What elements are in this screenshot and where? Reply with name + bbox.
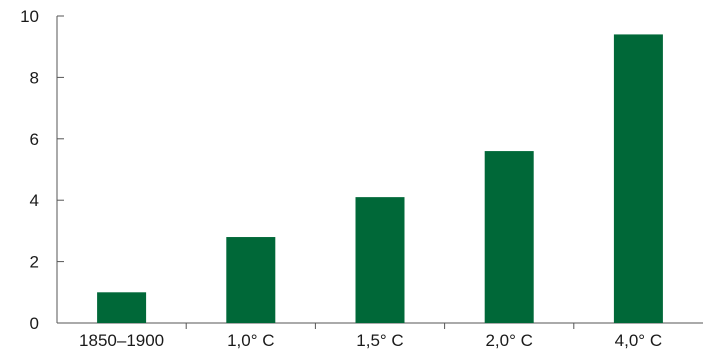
x-tick-label: 4,0° C [615, 331, 662, 350]
y-tick-label: 10 [20, 7, 39, 26]
bar-3 [355, 197, 405, 323]
y-tick-label: 8 [30, 68, 39, 87]
x-tick-label: 1,5° C [356, 331, 403, 350]
x-tick-label: 2,0° C [485, 331, 532, 350]
bar-4 [484, 151, 534, 323]
bar-5 [613, 34, 663, 324]
x-tick-label: 1,0° C [227, 331, 274, 350]
bar-1 [97, 292, 147, 323]
y-tick-label: 0 [30, 314, 39, 333]
bar-2 [226, 237, 276, 323]
x-axis: 1850–1900 1,0° C 1,5° C 2,0° C 4,0° C [57, 322, 703, 350]
y-tick-label: 2 [30, 253, 39, 272]
bars [97, 34, 663, 324]
y-tick-label: 6 [30, 130, 39, 149]
y-axis: 0 2 4 6 8 10 [20, 7, 64, 333]
x-tick-label: 1850–1900 [79, 331, 164, 350]
y-tick-label: 4 [30, 191, 39, 210]
